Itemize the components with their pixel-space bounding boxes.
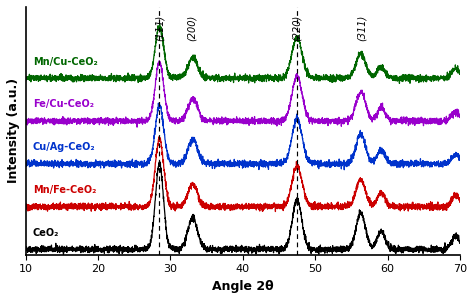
Y-axis label: Intensity (a.u.): Intensity (a.u.) [7, 78, 20, 183]
Text: (200): (200) [187, 14, 197, 40]
Text: (220): (220) [292, 14, 302, 40]
Text: Mn/Cu-CeO₂: Mn/Cu-CeO₂ [33, 57, 98, 67]
Text: CeO₂: CeO₂ [33, 228, 59, 238]
Text: (311): (311) [357, 14, 367, 40]
Text: Cu/Ag-CeO₂: Cu/Ag-CeO₂ [33, 142, 95, 152]
Text: Mn/Fe-CeO₂: Mn/Fe-CeO₂ [33, 185, 96, 195]
Text: Fe/Cu-CeO₂: Fe/Cu-CeO₂ [33, 100, 94, 110]
Text: (111): (111) [155, 14, 164, 40]
X-axis label: Angle 2θ: Angle 2θ [212, 280, 273, 293]
